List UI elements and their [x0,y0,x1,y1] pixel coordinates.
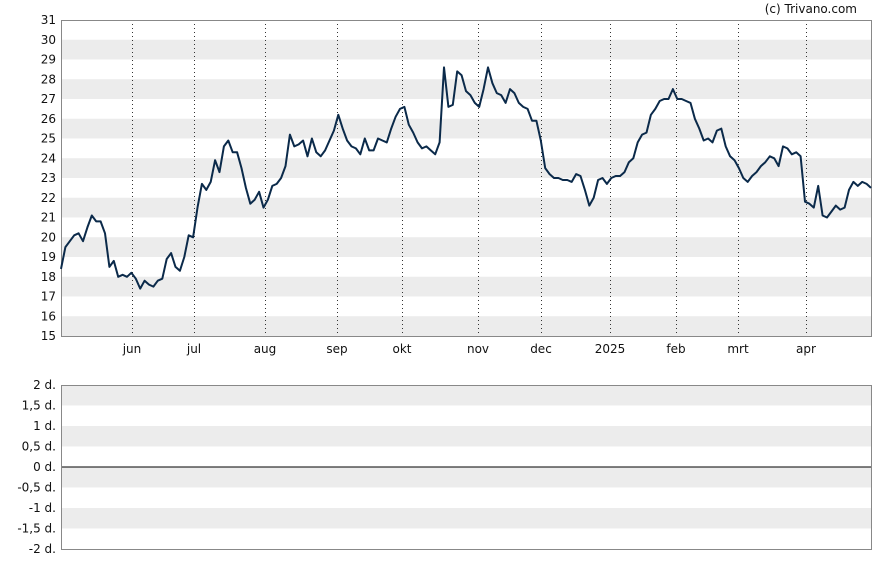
y-tick-label: 16 [41,309,56,323]
price-panel-frame [61,20,872,337]
y-tick-label: 28 [41,72,56,86]
indicator-y-tick-label: 0,5 d. [22,440,56,454]
indicator-y-tick-label: 2 d. [33,378,56,392]
indicator-y-tick-label: 0 d. [33,460,56,474]
indicator-y-tick-label: -0,5 d. [17,481,56,495]
x-tick-label: okt [393,342,412,356]
x-tick-label: sep [326,342,347,356]
y-tick-label: 17 [41,290,56,304]
price-band [61,39,871,60]
indicator-y-tick-label: -2 d. [29,542,56,556]
price-panel-bands [61,39,871,336]
x-tick-label: nov [467,342,489,356]
credit-text: (c) Trivano.com [765,2,857,16]
x-tick-label: jul [186,342,201,356]
indicator-band [61,467,871,488]
price-band [61,197,871,218]
indicator-band [61,426,871,447]
indicator-y-tick-label: 1 d. [33,419,56,433]
price-band [61,276,871,297]
x-tick-label: dec [530,342,552,356]
x-tick-label: aug [254,342,277,356]
price-band [61,316,871,336]
y-tick-label: 30 [41,33,56,47]
x-tick-label: feb [666,342,685,356]
indicator-y-tick-label: -1 d. [29,501,56,515]
y-tick-label: 22 [41,191,56,205]
indicator-y-tick-label: -1,5 d. [17,522,56,536]
y-tick-label: 26 [41,112,56,126]
indicator-band [61,508,871,529]
price-panel-month-gridlines [132,20,807,336]
y-tick-label: 27 [41,92,56,106]
price-band [61,158,871,178]
y-tick-label: 31 [41,13,56,27]
indicator-band [61,385,871,406]
price-panel-y-tick-labels: 15 16 17 18 19 20 21 22 23 24 25 26 27 28 29 30 31 [41,13,56,343]
y-tick-label: 29 [41,53,56,67]
y-tick-label: 18 [41,270,56,284]
x-tick-label: apr [796,342,816,356]
y-tick-label: 19 [41,250,56,264]
price-band [61,118,871,139]
price-panel-x-tick-labels: jun jul aug sep okt nov dec 2025 feb mrt apr [122,342,816,356]
y-tick-label: 25 [41,132,56,146]
y-tick-label: 15 [41,329,56,343]
x-tick-label: jun [122,342,142,356]
indicator-y-tick-label: 1,5 d. [22,399,56,413]
y-tick-label: 24 [41,151,56,165]
price-band [61,237,871,257]
price-line [60,66,872,290]
indicator-panel-y-tick-labels: 2 d. 1,5 d. 1 d. 0,5 d. 0 d. -0,5 d. -1 d. -1,5… [17,378,56,556]
y-tick-label: 20 [41,230,56,244]
indicator-panel-bands [61,385,871,529]
x-tick-label: mrt [727,342,749,356]
y-tick-label: 23 [41,171,56,185]
indicator-panel: 2 d. 1,5 d. 1 d. 0,5 d. 0 d. -0,5 d. -1 d. -1,5… [17,378,872,556]
indicator-panel-frame [61,385,872,550]
y-tick-label: 21 [41,211,56,225]
x-tick-label: 2025 [595,342,626,356]
